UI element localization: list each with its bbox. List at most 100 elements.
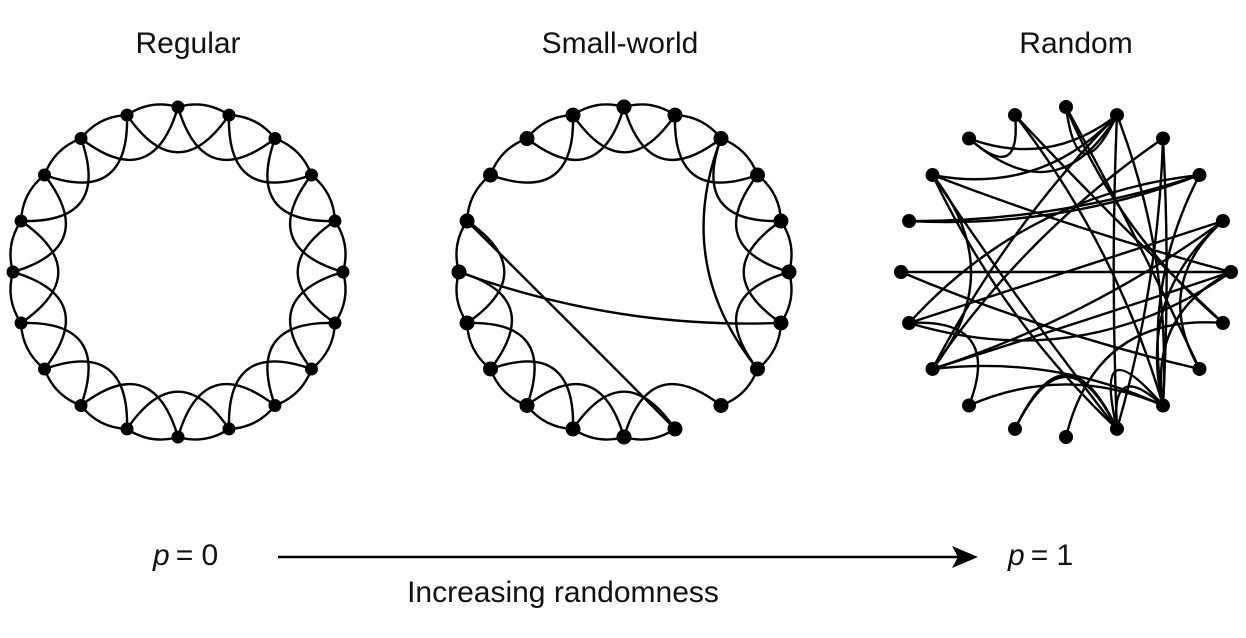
node <box>962 131 977 146</box>
node <box>222 422 236 436</box>
edge <box>177 427 230 441</box>
edge <box>458 270 781 325</box>
edge <box>1064 106 1201 370</box>
edge <box>931 174 1118 430</box>
edge <box>932 173 1232 274</box>
node <box>336 265 350 279</box>
node <box>781 264 797 280</box>
edge <box>931 174 973 370</box>
node <box>902 214 917 229</box>
node <box>222 108 236 122</box>
edge <box>227 360 312 429</box>
node <box>925 361 940 376</box>
edge <box>1115 138 1165 430</box>
edge <box>80 382 180 438</box>
edge <box>21 321 90 406</box>
edge <box>720 137 759 176</box>
label-rest: = 1 <box>1031 539 1074 572</box>
node <box>616 429 632 445</box>
node <box>713 131 729 147</box>
axis-label: Increasing randomness <box>407 576 719 609</box>
edge <box>1156 174 1201 406</box>
node <box>667 107 683 123</box>
edge <box>80 404 128 431</box>
node <box>38 362 52 376</box>
node <box>74 132 88 146</box>
node <box>1215 214 1230 229</box>
node <box>1224 265 1238 279</box>
edge <box>80 113 128 140</box>
node <box>1192 361 1207 376</box>
edge <box>43 137 82 176</box>
node <box>328 316 342 330</box>
node <box>565 107 581 123</box>
edge <box>489 368 528 407</box>
node <box>713 397 729 413</box>
edge <box>742 220 782 324</box>
node <box>1059 430 1073 444</box>
node <box>1155 131 1170 146</box>
edge <box>1115 114 1166 406</box>
edge <box>900 270 1200 371</box>
edge <box>1064 321 1224 438</box>
edge <box>932 220 1224 371</box>
edge <box>333 220 347 273</box>
node <box>519 131 535 147</box>
edge <box>526 404 574 431</box>
edge <box>779 271 793 324</box>
node <box>1059 100 1073 114</box>
node <box>1155 398 1170 413</box>
edge <box>455 271 469 324</box>
symbol: p <box>152 539 170 572</box>
edge <box>126 390 230 430</box>
edge <box>266 138 335 223</box>
edge <box>296 220 336 324</box>
edge <box>20 220 60 324</box>
node <box>268 132 282 146</box>
edge <box>455 220 469 273</box>
edge <box>720 368 759 407</box>
node <box>749 361 765 377</box>
node <box>483 361 499 377</box>
edge <box>310 174 337 222</box>
edge <box>12 174 68 274</box>
edge <box>932 270 1232 371</box>
edge <box>228 404 276 431</box>
edge <box>176 382 276 438</box>
edge <box>968 114 1017 158</box>
node <box>902 315 917 330</box>
node <box>6 265 20 279</box>
node <box>268 398 282 412</box>
node <box>304 168 318 182</box>
edge <box>288 174 344 274</box>
label-rest: = 0 <box>176 539 219 572</box>
node <box>120 422 134 436</box>
node <box>1109 108 1124 123</box>
edge <box>288 270 344 370</box>
edge <box>1064 106 1224 324</box>
node <box>1192 168 1207 183</box>
node <box>565 421 581 437</box>
symbol: p <box>1007 539 1025 572</box>
node <box>773 315 789 331</box>
node <box>120 108 134 122</box>
edge <box>572 114 676 154</box>
edge <box>909 173 1200 223</box>
edge <box>779 220 793 273</box>
edge <box>274 368 313 407</box>
node <box>894 265 908 279</box>
node <box>616 99 632 115</box>
node <box>14 214 28 228</box>
edge <box>9 220 23 273</box>
edge <box>908 173 1200 324</box>
edge <box>572 390 676 430</box>
edge <box>756 322 783 370</box>
edge <box>674 113 722 140</box>
node <box>171 100 185 114</box>
panel-title: Small-world <box>542 27 699 60</box>
edge <box>44 115 129 184</box>
edge <box>526 382 626 438</box>
edge <box>1109 368 1164 430</box>
edge <box>702 138 759 370</box>
node <box>749 167 765 183</box>
